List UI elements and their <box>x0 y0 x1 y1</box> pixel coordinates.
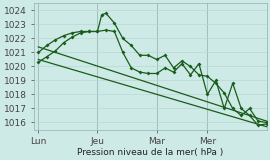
X-axis label: Pression niveau de la mer( hPa ): Pression niveau de la mer( hPa ) <box>77 148 224 156</box>
